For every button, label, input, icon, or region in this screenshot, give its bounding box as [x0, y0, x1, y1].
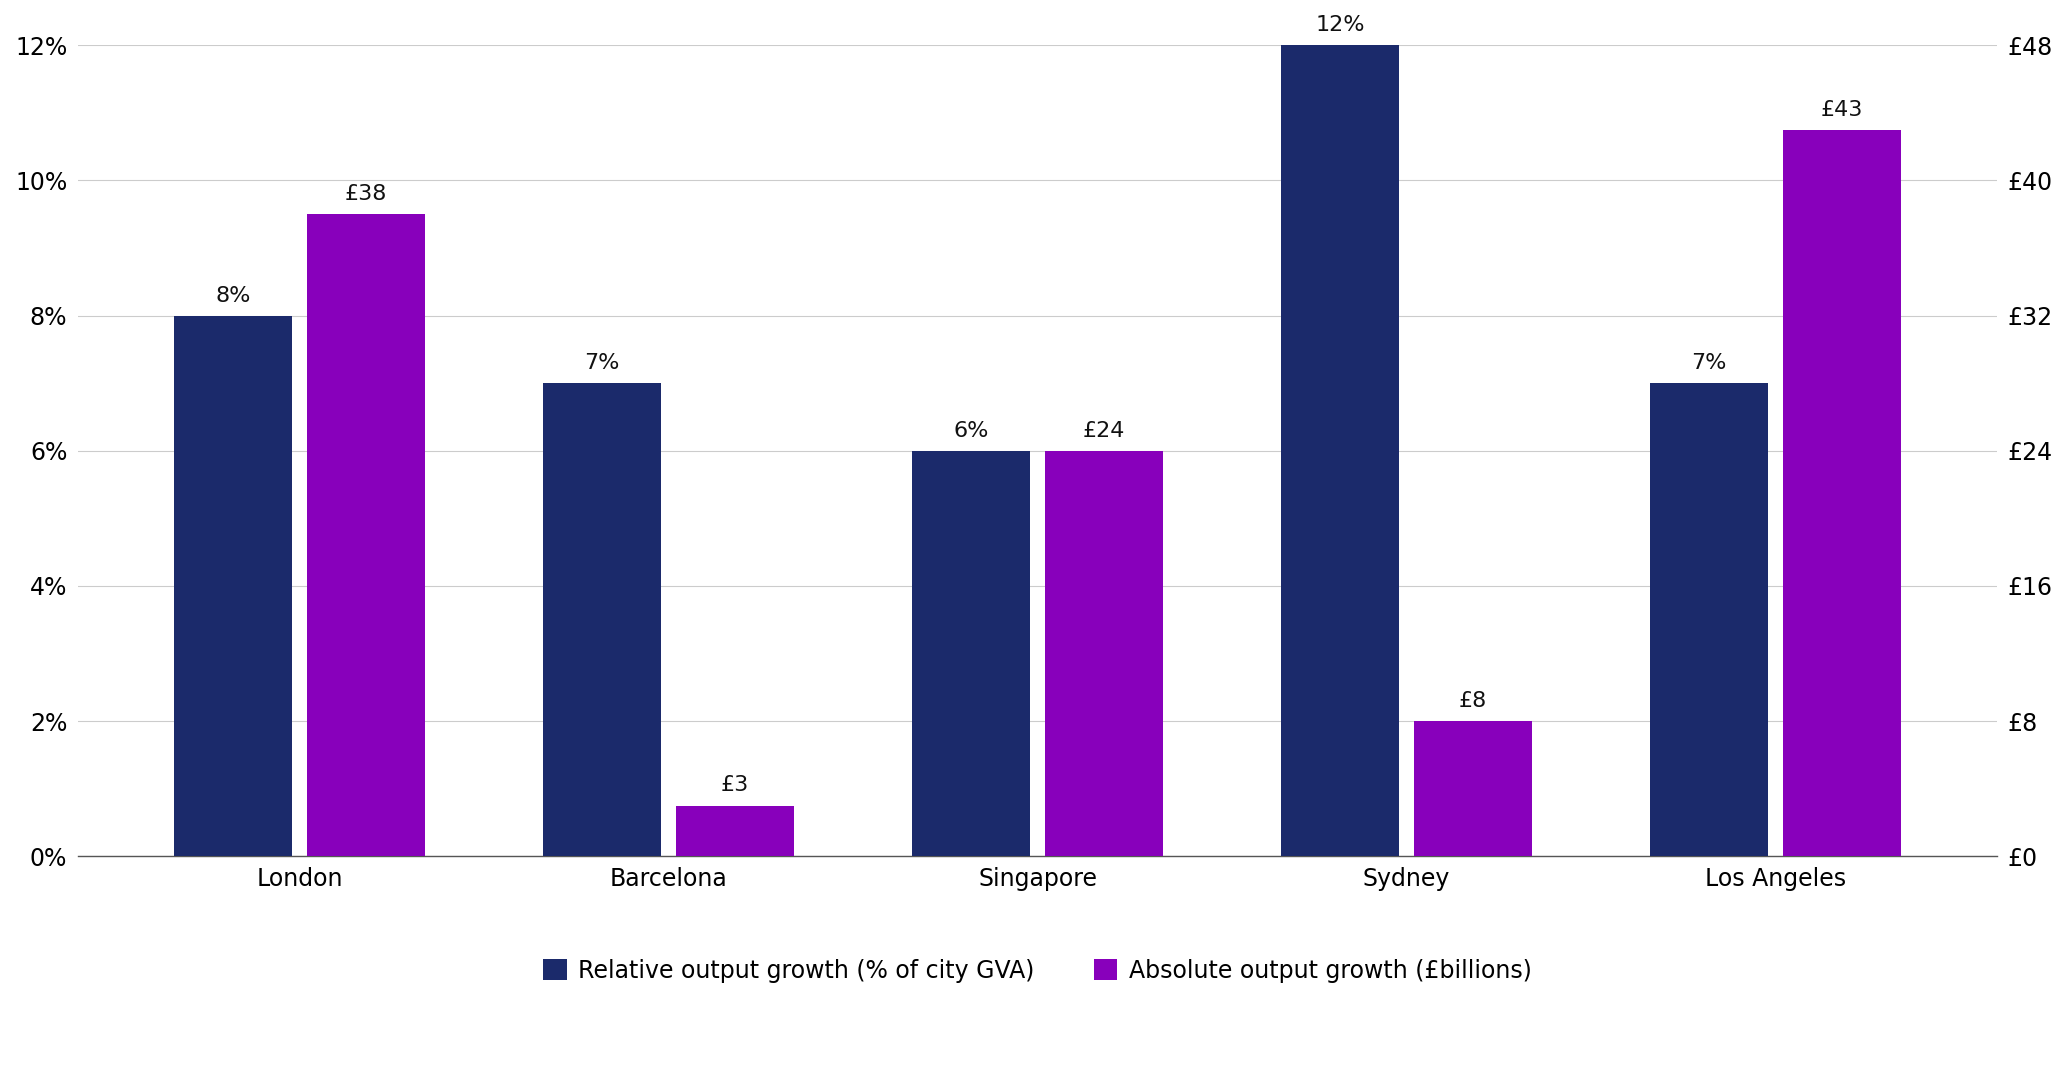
Text: 7%: 7% — [1692, 353, 1727, 373]
Text: £43: £43 — [1820, 100, 1863, 120]
Bar — [174, 315, 292, 856]
Text: £8: £8 — [1458, 691, 1487, 711]
Text: £3: £3 — [722, 776, 749, 795]
Bar — [1650, 383, 1768, 856]
Text: £38: £38 — [345, 185, 387, 204]
Bar — [676, 806, 794, 856]
Text: 6%: 6% — [953, 421, 989, 441]
Bar — [1280, 45, 1400, 856]
Text: 8%: 8% — [215, 285, 250, 306]
Bar — [1044, 451, 1162, 856]
Text: £24: £24 — [1084, 421, 1125, 441]
Bar — [306, 215, 426, 856]
Text: 7%: 7% — [585, 353, 620, 373]
Legend: Relative output growth (% of city GVA), Absolute output growth (£billions): Relative output growth (% of city GVA), … — [534, 950, 1541, 993]
Bar — [1415, 721, 1532, 856]
Bar — [1783, 130, 1900, 856]
Text: 12%: 12% — [1315, 15, 1365, 35]
Bar — [912, 451, 1030, 856]
Bar — [544, 383, 662, 856]
